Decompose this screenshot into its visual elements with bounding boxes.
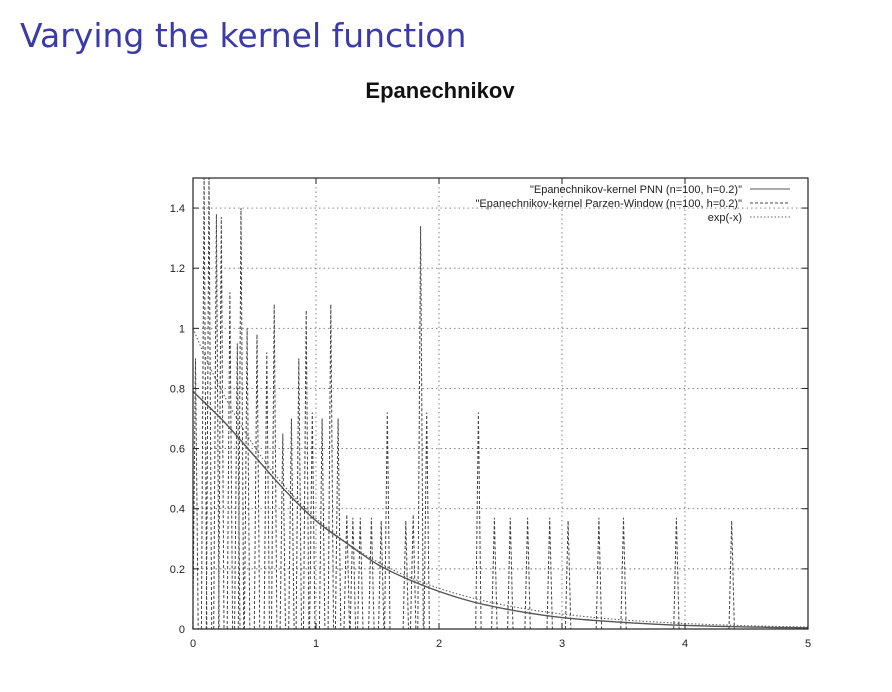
parzen-window-spike bbox=[263, 352, 270, 630]
y-tick-label: 1.2 bbox=[170, 263, 185, 275]
parzen-window-spike bbox=[253, 334, 261, 630]
series-exp-line bbox=[192, 328, 809, 628]
x-tick-label: 5 bbox=[805, 638, 811, 650]
x-tick-label: 0 bbox=[190, 638, 196, 650]
parzen-window-spike bbox=[237, 208, 245, 630]
parzen-window-spike bbox=[279, 433, 286, 630]
legend: "Epanechnikov-kernel PNN (n=100, h=0.2)"… bbox=[476, 184, 790, 224]
parzen-window-spike bbox=[192, 358, 199, 630]
parzen-window-spike bbox=[673, 517, 680, 630]
parzen-window-spike bbox=[205, 177, 213, 630]
chart-title: Epanechnikov bbox=[365, 78, 515, 103]
parzen-window-spike bbox=[303, 310, 310, 630]
x-tick-label: 3 bbox=[559, 638, 565, 650]
legend-label: "Epanechnikov-kernel Parzen-Window (n=10… bbox=[476, 198, 743, 210]
parzen-window-spike bbox=[243, 328, 251, 630]
plot-frame bbox=[192, 177, 809, 630]
y-tick-label: 0.4 bbox=[170, 504, 185, 516]
parzen-window-spike bbox=[343, 514, 350, 630]
x-tick-label: 4 bbox=[682, 638, 688, 650]
y-tick-label: 0.2 bbox=[170, 564, 185, 576]
parzen-window-spike bbox=[546, 517, 553, 630]
series-layer bbox=[192, 177, 809, 630]
legend-label: exp(-x) bbox=[708, 212, 742, 224]
parzen-window-spike bbox=[491, 517, 498, 630]
parzen-window-spike bbox=[728, 520, 735, 630]
parzen-window-spike bbox=[410, 514, 417, 630]
parzen-window-spike bbox=[564, 520, 572, 630]
parzen-window-spike bbox=[423, 412, 430, 630]
parzen-window-spike bbox=[349, 517, 357, 630]
parzen-window-spike bbox=[318, 418, 326, 630]
parzen-window-spike bbox=[327, 304, 334, 630]
axis-ticks: 0 1 2 3 4 5 0 0.2 0.4 0.6 0.8 1 1.2 1.4 bbox=[170, 178, 811, 650]
parzen-window-spike bbox=[524, 517, 531, 630]
parzen-window-spike bbox=[309, 412, 316, 630]
parzen-window-spike bbox=[226, 292, 234, 630]
parzen-window-spike bbox=[334, 418, 342, 630]
parzen-window-spike bbox=[295, 358, 302, 630]
y-tick-label: 0 bbox=[179, 624, 185, 636]
parzen-window-spike bbox=[402, 520, 409, 630]
parzen-window-spike bbox=[595, 517, 603, 630]
x-tick-label: 2 bbox=[436, 638, 442, 650]
parzen-window-spike bbox=[507, 517, 514, 630]
y-tick-label: 0.6 bbox=[170, 444, 185, 456]
parzen-window-spike bbox=[213, 214, 220, 630]
parzen-window-spike bbox=[357, 517, 364, 630]
parzen-window-spike bbox=[475, 412, 482, 630]
parzen-window-spike bbox=[620, 517, 627, 630]
slide-title: Varying the kernel function bbox=[20, 16, 467, 55]
y-tick-label: 1 bbox=[179, 323, 185, 335]
x-tick-label: 1 bbox=[313, 638, 319, 650]
parzen-window-spike bbox=[218, 217, 225, 630]
legend-label: "Epanechnikov-kernel PNN (n=100, h=0.2)" bbox=[530, 184, 742, 196]
parzen-window-spike bbox=[368, 517, 375, 630]
parzen-window-spike bbox=[417, 226, 424, 630]
parzen-window-spike bbox=[378, 520, 385, 630]
grid-lines bbox=[193, 178, 808, 629]
parzen-window-spike bbox=[271, 304, 278, 630]
y-tick-label: 1.4 bbox=[170, 203, 185, 215]
parzen-window-spike bbox=[288, 418, 295, 630]
parzen-window-spike bbox=[384, 412, 391, 630]
y-tick-label: 0.8 bbox=[170, 383, 185, 395]
series-pnn-line bbox=[192, 391, 809, 629]
